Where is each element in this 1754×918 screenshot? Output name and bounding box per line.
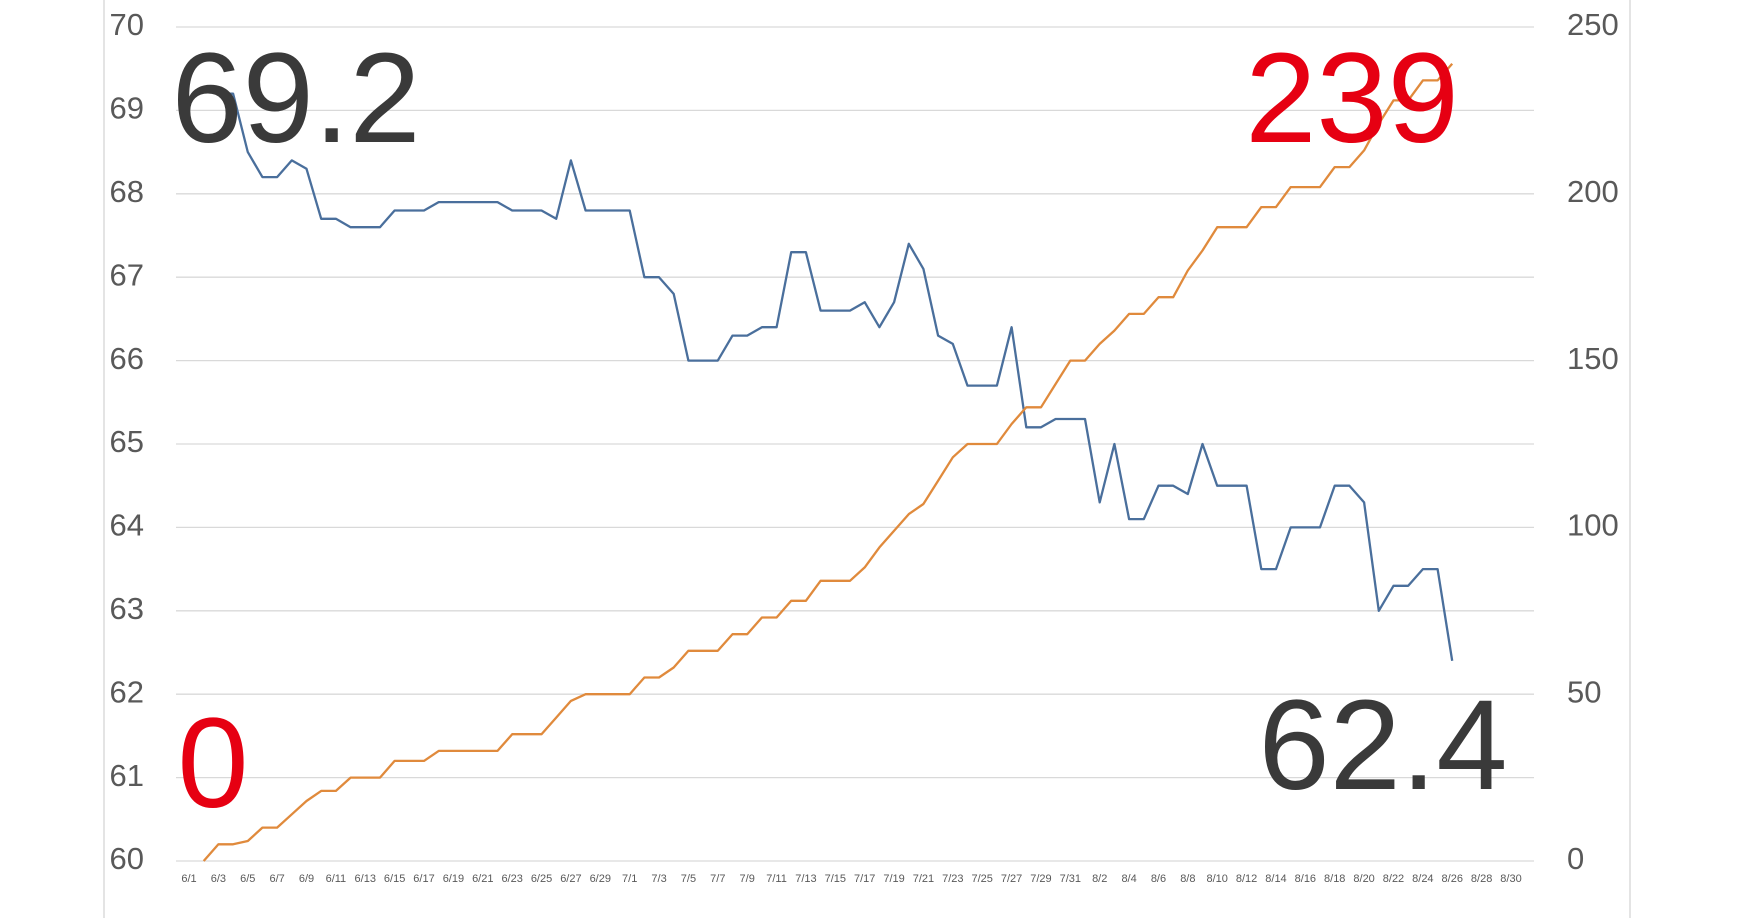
x-tick-label: 8/30 (1500, 873, 1521, 885)
y2-tick-label: 200 (1567, 174, 1619, 209)
y-tick-label: 61 (110, 758, 144, 793)
x-tick-label: 8/6 (1151, 873, 1166, 885)
x-tick-label: 7/27 (1001, 873, 1022, 885)
x-tick-label: 7/21 (913, 873, 934, 885)
x-tick-label: 8/26 (1442, 873, 1463, 885)
y-tick-label: 65 (110, 424, 144, 459)
x-tick-label: 7/23 (942, 873, 963, 885)
x-tick-label: 7/25 (971, 873, 992, 885)
x-tick-label: 6/15 (384, 873, 405, 885)
data-line (218, 92, 1454, 661)
x-tick-label: 7/15 (825, 873, 846, 885)
x-tick-label: 6/9 (299, 873, 314, 885)
x-tick-label: 6/21 (472, 873, 493, 885)
x-tick-label: 8/24 (1412, 873, 1433, 885)
x-tick-label: 7/19 (883, 873, 904, 885)
x-tick-label: 8/10 (1207, 873, 1228, 885)
x-tick-label: 7/31 (1060, 873, 1081, 885)
y-tick-label: 70 (110, 7, 144, 42)
annotation: 239 (1245, 27, 1459, 170)
x-tick-label: 6/5 (240, 873, 255, 885)
x-tick-label: 6/23 (501, 873, 522, 885)
x-tick-label: 8/12 (1236, 873, 1257, 885)
x-tick-label: 7/29 (1030, 873, 1051, 885)
y-tick-label: 63 (110, 591, 144, 626)
x-tick-label: 6/27 (560, 873, 581, 885)
x-tick-label: 7/7 (710, 873, 725, 885)
x-tick-label: 7/13 (795, 873, 816, 885)
y2-tick-label: 250 (1567, 7, 1619, 42)
x-tick-label: 6/11 (326, 873, 347, 885)
y2-tick-label: 150 (1567, 341, 1619, 376)
x-tick-label: 6/25 (531, 873, 552, 885)
x-tick-label: 8/8 (1180, 873, 1195, 885)
y-tick-label: 66 (110, 341, 144, 376)
y2-tick-label: 50 (1567, 674, 1601, 709)
x-tick-label: 6/7 (269, 873, 284, 885)
y-tick-label: 60 (110, 841, 144, 876)
x-tick-label: 6/13 (355, 873, 376, 885)
x-tick-label: 7/9 (740, 873, 755, 885)
x-tick-label: 6/19 (443, 873, 464, 885)
y2-tick-label: 0 (1567, 841, 1584, 876)
x-tick-label: 7/3 (651, 873, 666, 885)
x-tick-label: 8/2 (1092, 873, 1107, 885)
y-tick-label: 69 (110, 91, 144, 126)
x-tick-label: 7/1 (622, 873, 637, 885)
x-tick-label: 8/18 (1324, 873, 1345, 885)
y-tick-label: 68 (110, 174, 144, 209)
x-tick-label: 8/4 (1121, 873, 1136, 885)
x-tick-label: 8/20 (1353, 873, 1374, 885)
x-tick-label: 8/22 (1383, 873, 1404, 885)
x-tick-label: 8/14 (1265, 873, 1286, 885)
y-tick-label: 67 (110, 257, 144, 292)
y-tick-label: 62 (110, 674, 144, 709)
x-tick-label: 6/17 (413, 873, 434, 885)
x-tick-label: 6/29 (590, 873, 611, 885)
y-tick-label: 64 (110, 508, 144, 543)
annotation: 69.2 (171, 27, 420, 170)
data-line (202, 62, 1454, 862)
x-tick-label: 7/11 (766, 873, 787, 885)
x-tick-label: 8/28 (1471, 873, 1492, 885)
x-tick-label: 8/16 (1295, 873, 1316, 885)
y2-tick-label: 100 (1567, 508, 1619, 543)
x-tick-label: 7/5 (681, 873, 696, 885)
x-tick-label: 6/3 (211, 873, 226, 885)
annotation: 0 (177, 692, 248, 835)
x-tick-label: 6/1 (181, 873, 196, 885)
annotation: 62.4 (1258, 674, 1507, 817)
x-tick-label: 7/17 (854, 873, 875, 885)
